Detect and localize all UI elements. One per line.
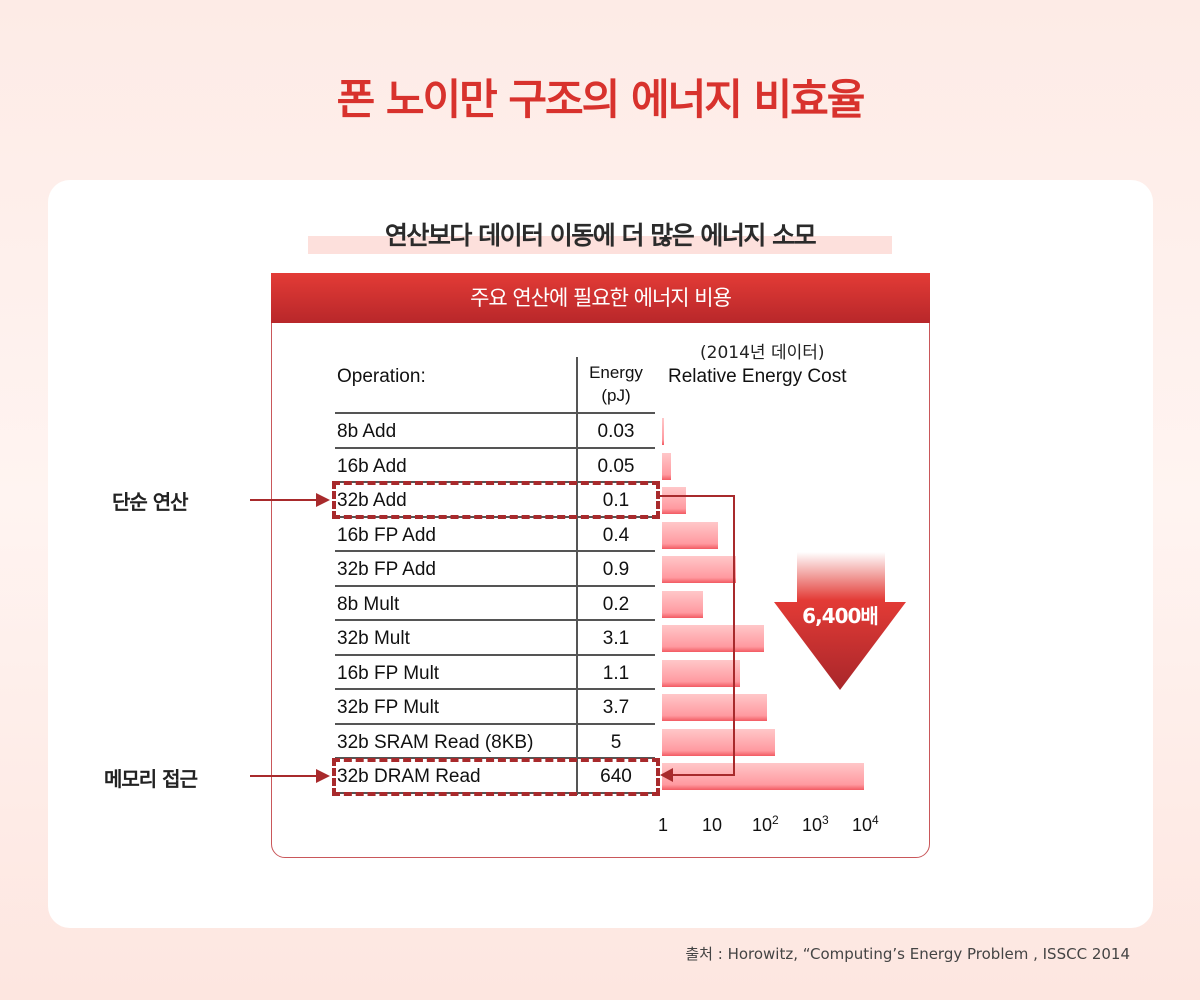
x-tick-label: 103 [802, 813, 829, 835]
operation-name: 16b FP Add [337, 524, 436, 546]
energy-value: 3.7 [602, 697, 630, 718]
table-row: 32b Mult 3.1 [335, 621, 655, 656]
operation-name: 32b SRAM Read (8KB) [337, 731, 534, 753]
table-row: 8b Add 0.03 [335, 414, 655, 449]
operation-name: 16b Add [337, 455, 407, 477]
bar [662, 763, 865, 790]
arrow-icon [250, 769, 330, 783]
x-tick-label: 10 [702, 815, 723, 835]
highlight-box-simple [332, 481, 660, 519]
big-down-arrow-icon [774, 552, 906, 690]
source-citation: 출처 : Horowitz, “Computing’s Energy Probl… [685, 945, 1130, 963]
table-row: 8b Mult 0.2 [335, 587, 655, 621]
operation-name: 8b Add [337, 421, 397, 442]
operation-name: 32b DRAM Read [337, 766, 481, 787]
operation-header: Operation: [337, 366, 426, 387]
operation-name: 8b Mult [337, 593, 400, 615]
energy-unit: (pJ) [601, 386, 631, 405]
table-row: 16b FP Add 0.4 [335, 518, 655, 552]
arrow-icon [250, 493, 330, 507]
page-title: 폰 노이만 구조의 에너지 비효율 [336, 75, 866, 124]
energy-value: 0.03 [597, 421, 635, 442]
energy-value: 0.1 [602, 490, 630, 511]
bar [662, 728, 775, 756]
chart-header: 주요 연산에 필요한 에너지 비용 [271, 273, 930, 323]
energy-header: Energy [589, 363, 643, 382]
energy-value: 0.4 [602, 524, 630, 546]
bar [662, 556, 736, 583]
bar [662, 452, 671, 480]
operation-name: 32b Mult [337, 628, 410, 649]
operation-name: 32b FP Add [337, 559, 436, 580]
table-row: 16b FP Mult 1.1 [335, 656, 655, 690]
highlight-box-memory [332, 758, 660, 796]
energy-value: 5 [610, 731, 622, 753]
bar [662, 590, 703, 618]
energy-value: 0.2 [602, 593, 630, 615]
x-axis-label: Relative Energy Cost [668, 366, 847, 387]
x-tick-label: 104 [852, 813, 879, 835]
table-row: 32b FP Mult 3.7 [335, 690, 655, 725]
energy-value: 0.9 [602, 559, 630, 580]
multiplier-label: 6,400배 [802, 604, 879, 628]
bar [662, 694, 767, 721]
energy-value: 3.1 [602, 628, 630, 649]
arrow-icon [660, 768, 673, 782]
x-tick-label: 1 [658, 815, 669, 835]
memory-access-label: 메모리 접근 [104, 767, 198, 791]
bar [662, 418, 664, 445]
energy-value: 1.1 [602, 662, 630, 684]
energy-value: 0.05 [597, 455, 635, 477]
bar [662, 659, 740, 687]
header-rule [335, 412, 655, 414]
connector-line [660, 495, 735, 776]
chart-note: (2014년 데이터) [700, 343, 825, 363]
x-tick-label: 102 [752, 813, 779, 835]
subtitle-highlight [308, 236, 892, 254]
table-row: 32b FP Add 0.9 [335, 552, 655, 587]
column-divider [576, 357, 578, 795]
simple-op-label: 단순 연산 [112, 490, 189, 514]
operation-name: 32b FP Mult [337, 697, 440, 718]
operation-name: 32b Add [337, 490, 407, 511]
bar [662, 521, 718, 549]
bar [662, 625, 765, 652]
operation-name: 16b FP Mult [337, 662, 440, 684]
energy-value: 640 [600, 766, 632, 787]
bar [662, 487, 686, 514]
subtitle: 연산보다 데이터 이동에 더 많은 에너지 소모 [384, 221, 817, 250]
